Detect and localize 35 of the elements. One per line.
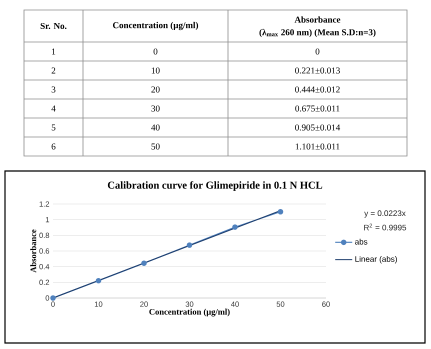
chart-title: Calibration curve for Glimepiride in 0.1 N HCL bbox=[108, 181, 322, 191]
text: 4 bbox=[51, 106, 56, 112]
point bbox=[141, 260, 147, 266]
text: R$^{2}$ = 0.9995 bbox=[364, 224, 406, 230]
point bbox=[96, 278, 102, 284]
text: 1 bbox=[52, 48, 56, 54]
x-axis-title: Concentration (µg/ml) bbox=[149, 308, 230, 316]
point bbox=[186, 242, 192, 248]
text: 5 bbox=[52, 124, 56, 130]
text: 0.675±0.011 bbox=[295, 105, 340, 112]
text: (λ$_{max}$ 260 nm) (Mean S.D:n=3) bbox=[259, 28, 376, 38]
text: 30 bbox=[151, 105, 160, 112]
text: 50 bbox=[152, 143, 160, 150]
text: 0 bbox=[316, 48, 320, 55]
text: Absorbance bbox=[294, 16, 340, 23]
legend-label: abs bbox=[355, 238, 368, 245]
text: y = 0.0223x bbox=[364, 210, 406, 218]
text: 2 bbox=[52, 68, 56, 74]
text: 0.444±0.012 bbox=[295, 86, 340, 93]
text: 20 bbox=[151, 86, 160, 93]
text: 0 bbox=[154, 48, 158, 55]
text: Concentration (µg/ml) bbox=[112, 22, 198, 30]
text: 1.101±0.011 bbox=[296, 143, 340, 150]
text: 0.221±0.013 bbox=[295, 67, 340, 74]
point bbox=[50, 295, 56, 301]
text: 40 bbox=[151, 124, 160, 131]
text: Sr. No. bbox=[40, 22, 66, 30]
text: 3 bbox=[52, 86, 56, 93]
legend-label: Linear (abs) bbox=[355, 256, 397, 264]
text: 10 bbox=[152, 67, 160, 74]
y-axis-title: Absorbance bbox=[30, 230, 36, 273]
text: 0.905±0.014 bbox=[295, 124, 340, 131]
text: 6 bbox=[52, 143, 56, 150]
point bbox=[232, 224, 238, 230]
point bbox=[278, 209, 284, 215]
